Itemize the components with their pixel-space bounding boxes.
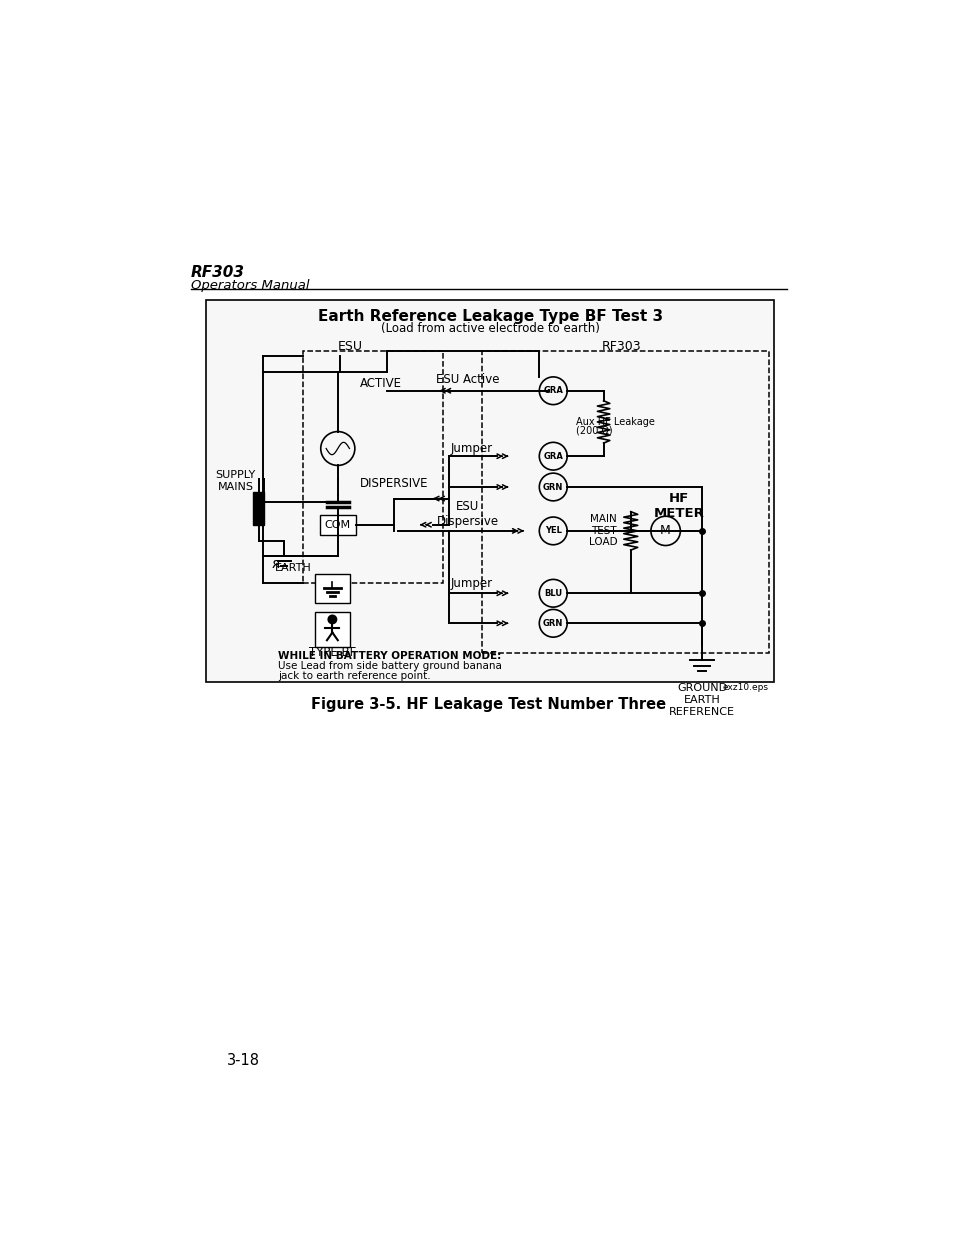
- Text: GRN: GRN: [542, 483, 563, 492]
- Text: RF303: RF303: [601, 341, 640, 353]
- Text: Operators Manual: Operators Manual: [191, 279, 309, 293]
- Text: GRA: GRA: [543, 452, 562, 461]
- Text: Aux HF Leakage: Aux HF Leakage: [576, 416, 655, 426]
- Bar: [319, 515, 355, 535]
- Text: Jumper: Jumper: [451, 442, 493, 454]
- Text: jack to earth reference point.: jack to earth reference point.: [278, 671, 431, 680]
- Text: GROUND
EARTH
REFERENCE: GROUND EARTH REFERENCE: [668, 683, 734, 716]
- Text: RF303: RF303: [191, 266, 244, 280]
- Circle shape: [328, 615, 336, 624]
- Text: MAIN
TEST
LOAD: MAIN TEST LOAD: [589, 514, 618, 547]
- Text: YEL: YEL: [544, 526, 561, 536]
- Text: 3-18: 3-18: [227, 1053, 259, 1068]
- Text: GRN: GRN: [542, 619, 563, 627]
- Bar: [314, 611, 350, 647]
- Text: Use Lead from side battery ground banana: Use Lead from side battery ground banana: [278, 662, 501, 672]
- Text: Earth Reference Leakage Type BF Test 3: Earth Reference Leakage Type BF Test 3: [317, 309, 662, 324]
- Text: ESU
Dispersive: ESU Dispersive: [436, 500, 498, 527]
- Text: ESU: ESU: [337, 341, 362, 353]
- Text: M: M: [659, 525, 670, 537]
- Text: CQM: CQM: [324, 520, 351, 530]
- Text: TYPE BF: TYPE BF: [309, 646, 355, 659]
- Text: BLU: BLU: [543, 589, 561, 598]
- Text: EARTH: EARTH: [275, 563, 312, 573]
- Text: DISPERSIVE: DISPERSIVE: [359, 477, 428, 489]
- Text: WHILE IN BATTERY OPERATION MODE:: WHILE IN BATTERY OPERATION MODE:: [278, 651, 501, 662]
- Text: SUPPLY
MAINS: SUPPLY MAINS: [215, 471, 255, 492]
- Text: (Load from active electrode to earth): (Load from active electrode to earth): [380, 322, 598, 335]
- Text: Jumper: Jumper: [451, 577, 493, 590]
- Text: Figure 3-5. HF Leakage Test Number Three: Figure 3-5. HF Leakage Test Number Three: [311, 697, 666, 711]
- Text: ACTIVE: ACTIVE: [359, 377, 401, 389]
- Text: ESU Active: ESU Active: [436, 373, 499, 385]
- Text: GRA: GRA: [543, 387, 562, 395]
- Bar: [206, 300, 773, 682]
- Text: HF
METER: HF METER: [653, 493, 703, 520]
- Bar: [303, 351, 443, 583]
- Bar: [481, 351, 768, 652]
- Text: exz10.eps: exz10.eps: [722, 683, 768, 692]
- Text: (200 Ω): (200 Ω): [576, 426, 613, 436]
- Bar: [314, 574, 350, 603]
- Text: ᴙ: ᴙ: [271, 557, 279, 571]
- Bar: [253, 493, 264, 525]
